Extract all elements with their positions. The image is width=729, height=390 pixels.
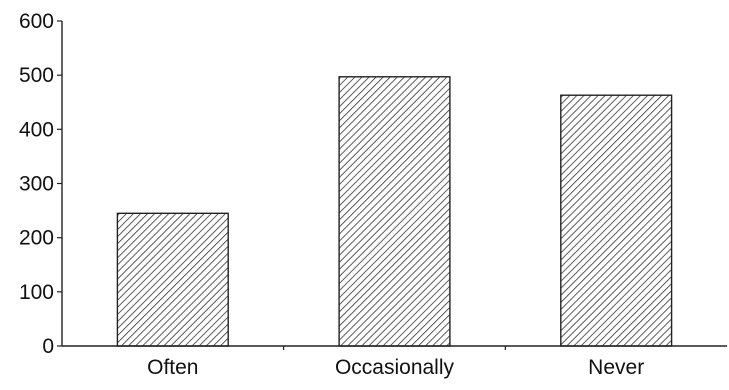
y-tick-label-100: 100: [19, 281, 54, 304]
y-tick-label-0: 0: [42, 335, 54, 358]
bars-layer: [116, 76, 673, 347]
bar-often: [116, 212, 229, 347]
labels-layer: Often Occasionally Never 0 100 200 300 400 500 60…: [19, 10, 644, 379]
x-tick-label-never: Never: [588, 356, 644, 379]
y-tick-label-400: 400: [19, 118, 54, 141]
y-tick-label-500: 500: [19, 64, 54, 87]
x-tick-label-often: Often: [147, 356, 198, 379]
y-tick-label-300: 300: [19, 173, 54, 196]
y-tick-label-200: 200: [19, 227, 54, 250]
y-tick-label-600: 600: [19, 10, 54, 33]
bar-never: [560, 94, 673, 347]
x-tick-label-occasionally: Occasionally: [335, 356, 455, 379]
axes-layer: [57, 20, 727, 350]
bar-occasionally: [338, 76, 451, 347]
